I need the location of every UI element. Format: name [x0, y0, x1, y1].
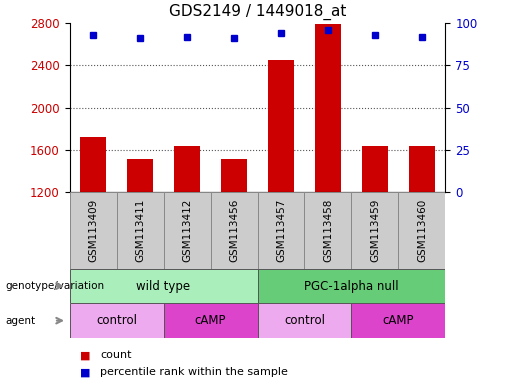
Text: agent: agent [5, 316, 35, 326]
Text: GSM113456: GSM113456 [229, 199, 239, 262]
Bar [268, 60, 294, 192]
Text: GSM113460: GSM113460 [417, 199, 427, 262]
Bar [352, 192, 399, 269]
Bar [399, 192, 445, 269]
Text: genotype/variation: genotype/variation [5, 281, 104, 291]
Bar [315, 24, 341, 192]
Text: PGC-1alpha null: PGC-1alpha null [304, 280, 399, 293]
Bar [362, 146, 388, 192]
Text: GSM113409: GSM113409 [88, 199, 98, 262]
Bar [221, 159, 247, 192]
Bar [352, 303, 445, 338]
Text: cAMP: cAMP [383, 314, 414, 327]
Text: count: count [100, 350, 132, 360]
Bar [409, 146, 435, 192]
Bar [70, 303, 164, 338]
Bar [164, 192, 211, 269]
Text: GSM113459: GSM113459 [370, 199, 380, 262]
Title: GDS2149 / 1449018_at: GDS2149 / 1449018_at [169, 4, 346, 20]
Bar [80, 137, 106, 192]
Text: percentile rank within the sample: percentile rank within the sample [100, 367, 288, 377]
Bar [164, 303, 258, 338]
Text: cAMP: cAMP [195, 314, 226, 327]
Bar [258, 303, 352, 338]
Text: control: control [96, 314, 137, 327]
Bar [258, 192, 304, 269]
Text: GSM113411: GSM113411 [135, 199, 145, 262]
Text: GSM113412: GSM113412 [182, 199, 192, 262]
Text: GSM113458: GSM113458 [323, 199, 333, 262]
Bar [211, 192, 258, 269]
Text: wild type: wild type [136, 280, 191, 293]
Text: ■: ■ [80, 350, 90, 360]
Bar [116, 192, 164, 269]
Text: ■: ■ [80, 367, 90, 377]
Bar [70, 192, 116, 269]
Bar [304, 192, 352, 269]
Text: control: control [284, 314, 325, 327]
Bar [258, 269, 445, 303]
Bar [70, 269, 258, 303]
Bar [127, 159, 153, 192]
Text: GSM113457: GSM113457 [276, 199, 286, 262]
Bar [174, 146, 200, 192]
